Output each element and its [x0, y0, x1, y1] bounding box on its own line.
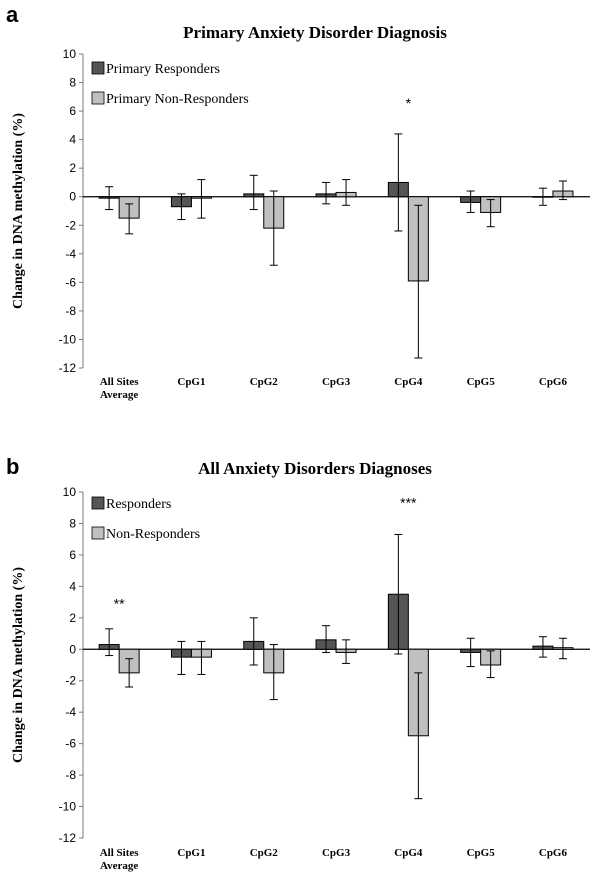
y-tick-label: 2 — [69, 611, 76, 625]
legend-swatch — [91, 526, 105, 540]
category-label: CpG3 — [322, 376, 351, 388]
y-axis-label: Change in DNA methylation (%) — [11, 567, 26, 763]
category-label: CpG2 — [250, 376, 279, 388]
significance-marker: * — [406, 95, 412, 111]
category-label: CpG1 — [177, 376, 205, 388]
category-label: All Sites — [100, 376, 140, 388]
category-label: CpG3 — [322, 847, 351, 859]
category-label: CpG5 — [467, 376, 496, 388]
category-label: All Sites — [100, 847, 140, 859]
y-tick-label: -12 — [59, 361, 77, 375]
y-tick-label: -10 — [59, 332, 77, 346]
y-tick-label: 10 — [63, 47, 77, 61]
y-tick-label: 0 — [69, 190, 76, 204]
category-label: CpG1 — [177, 847, 205, 859]
category-label: CpG6 — [539, 376, 568, 388]
panel-letter: a — [6, 2, 19, 27]
y-tick-label: -4 — [65, 705, 76, 719]
y-tick-label: 2 — [69, 161, 76, 175]
legend-swatch — [91, 91, 105, 105]
category-label: CpG4 — [394, 376, 423, 388]
legend-label: Primary Non-Responders — [106, 92, 249, 107]
legend-label: Responders — [106, 497, 171, 512]
y-axis-label: Change in DNA methylation (%) — [11, 113, 26, 309]
category-label: CpG2 — [250, 847, 279, 859]
chart-panel-a: a Primary Anxiety Disorder Diagnosis Chang… — [6, 2, 590, 401]
y-tick-label: 6 — [69, 104, 76, 118]
y-tick-label: -10 — [59, 800, 77, 814]
legend-label: Primary Responders — [106, 62, 220, 77]
y-tick-label: 10 — [63, 485, 77, 499]
panel-letter: b — [6, 454, 19, 479]
y-tick-label: -12 — [59, 831, 77, 845]
y-tick-label: -8 — [65, 768, 76, 782]
chart-panel-b: b All Anxiety Disorders Diagnoses Change i… — [6, 454, 590, 872]
chart-title: Primary Anxiety Disorder Diagnosis — [183, 23, 447, 42]
category-label: Average — [100, 389, 138, 401]
legend-swatch — [91, 496, 105, 510]
significance-marker: ** — [114, 595, 125, 611]
category-label: Average — [100, 860, 138, 872]
category-label: CpG5 — [467, 847, 496, 859]
y-tick-label: 0 — [69, 642, 76, 656]
chart-title: All Anxiety Disorders Diagnoses — [198, 459, 432, 478]
legend-swatch — [91, 61, 105, 75]
y-tick-label: 8 — [69, 516, 76, 530]
y-tick-label: -2 — [65, 674, 76, 688]
y-tick-label: 8 — [69, 76, 76, 90]
y-tick-label: -6 — [65, 275, 76, 289]
y-tick-label: -8 — [65, 304, 76, 318]
y-tick-label: -4 — [65, 247, 76, 261]
y-tick-label: 6 — [69, 548, 76, 562]
category-label: CpG4 — [394, 847, 423, 859]
category-label: CpG6 — [539, 847, 568, 859]
y-tick-label: 4 — [69, 579, 76, 593]
y-tick-label: 4 — [69, 133, 76, 147]
significance-marker: *** — [400, 495, 417, 511]
y-tick-label: -6 — [65, 737, 76, 751]
legend-label: Non-Responders — [106, 527, 200, 542]
y-tick-label: -2 — [65, 218, 76, 232]
